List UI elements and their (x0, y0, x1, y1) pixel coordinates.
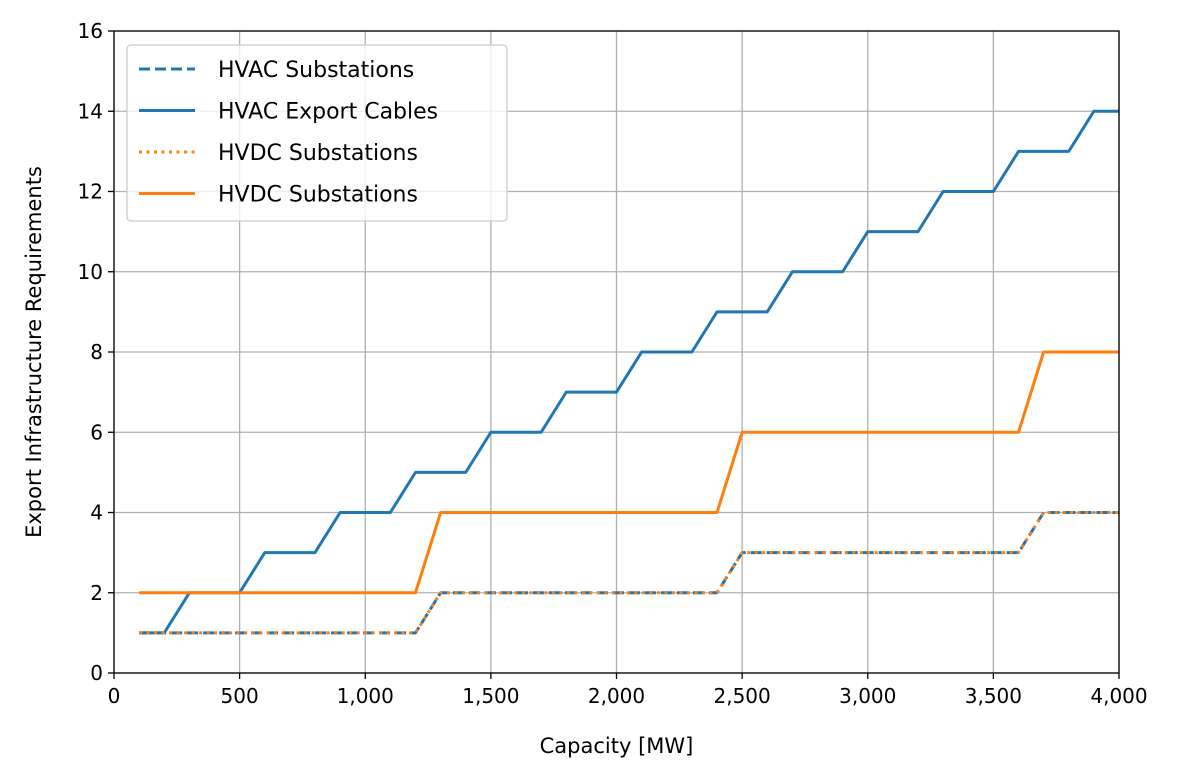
x-tick-label: 1,000 (337, 684, 394, 708)
y-tick-label: 2 (90, 581, 103, 605)
y-tick-label: 4 (90, 501, 103, 525)
x-tick-label: 3,500 (965, 684, 1022, 708)
series-line (139, 109, 1119, 635)
y-tick-label: 8 (90, 340, 103, 364)
x-tick-label: 500 (221, 684, 259, 708)
y-tick-label: 6 (90, 420, 103, 444)
x-tick-label: 2,500 (713, 684, 770, 708)
y-axis-label: Export Infrastructure Requirements (22, 166, 46, 538)
x-tick-label: 1,500 (462, 684, 519, 708)
x-axis-label: Capacity [MW] (540, 734, 694, 758)
legend-label: HVAC Export Cables (218, 100, 438, 125)
x-tick-label: 3,000 (839, 684, 896, 708)
legend-label: HVDC Substations (218, 183, 418, 208)
x-tick-label: 2,000 (588, 684, 645, 708)
series-group (139, 109, 1119, 635)
y-tick-label: 10 (78, 260, 103, 284)
legend-label: HVDC Substations (218, 141, 418, 166)
legend-label: HVAC Substations (218, 58, 414, 83)
y-tick-label: 16 (78, 19, 103, 43)
series-line (139, 511, 1119, 635)
legend-box (126, 44, 508, 222)
y-tick-label: 14 (78, 99, 103, 123)
y-tick-label: 0 (90, 661, 103, 685)
ticks: 0 500 1,000 1,500 2,000 2,500 3,000 3,500 4,000 0… (78, 19, 1148, 708)
series-line (139, 511, 1119, 635)
x-tick-label: 0 (108, 684, 121, 708)
legend: HVAC Substations HVAC Export Cables HVDC S… (126, 44, 508, 222)
x-tick-label: 4,000 (1090, 684, 1147, 708)
series-line (139, 350, 1119, 595)
y-tick-label: 12 (78, 180, 103, 204)
